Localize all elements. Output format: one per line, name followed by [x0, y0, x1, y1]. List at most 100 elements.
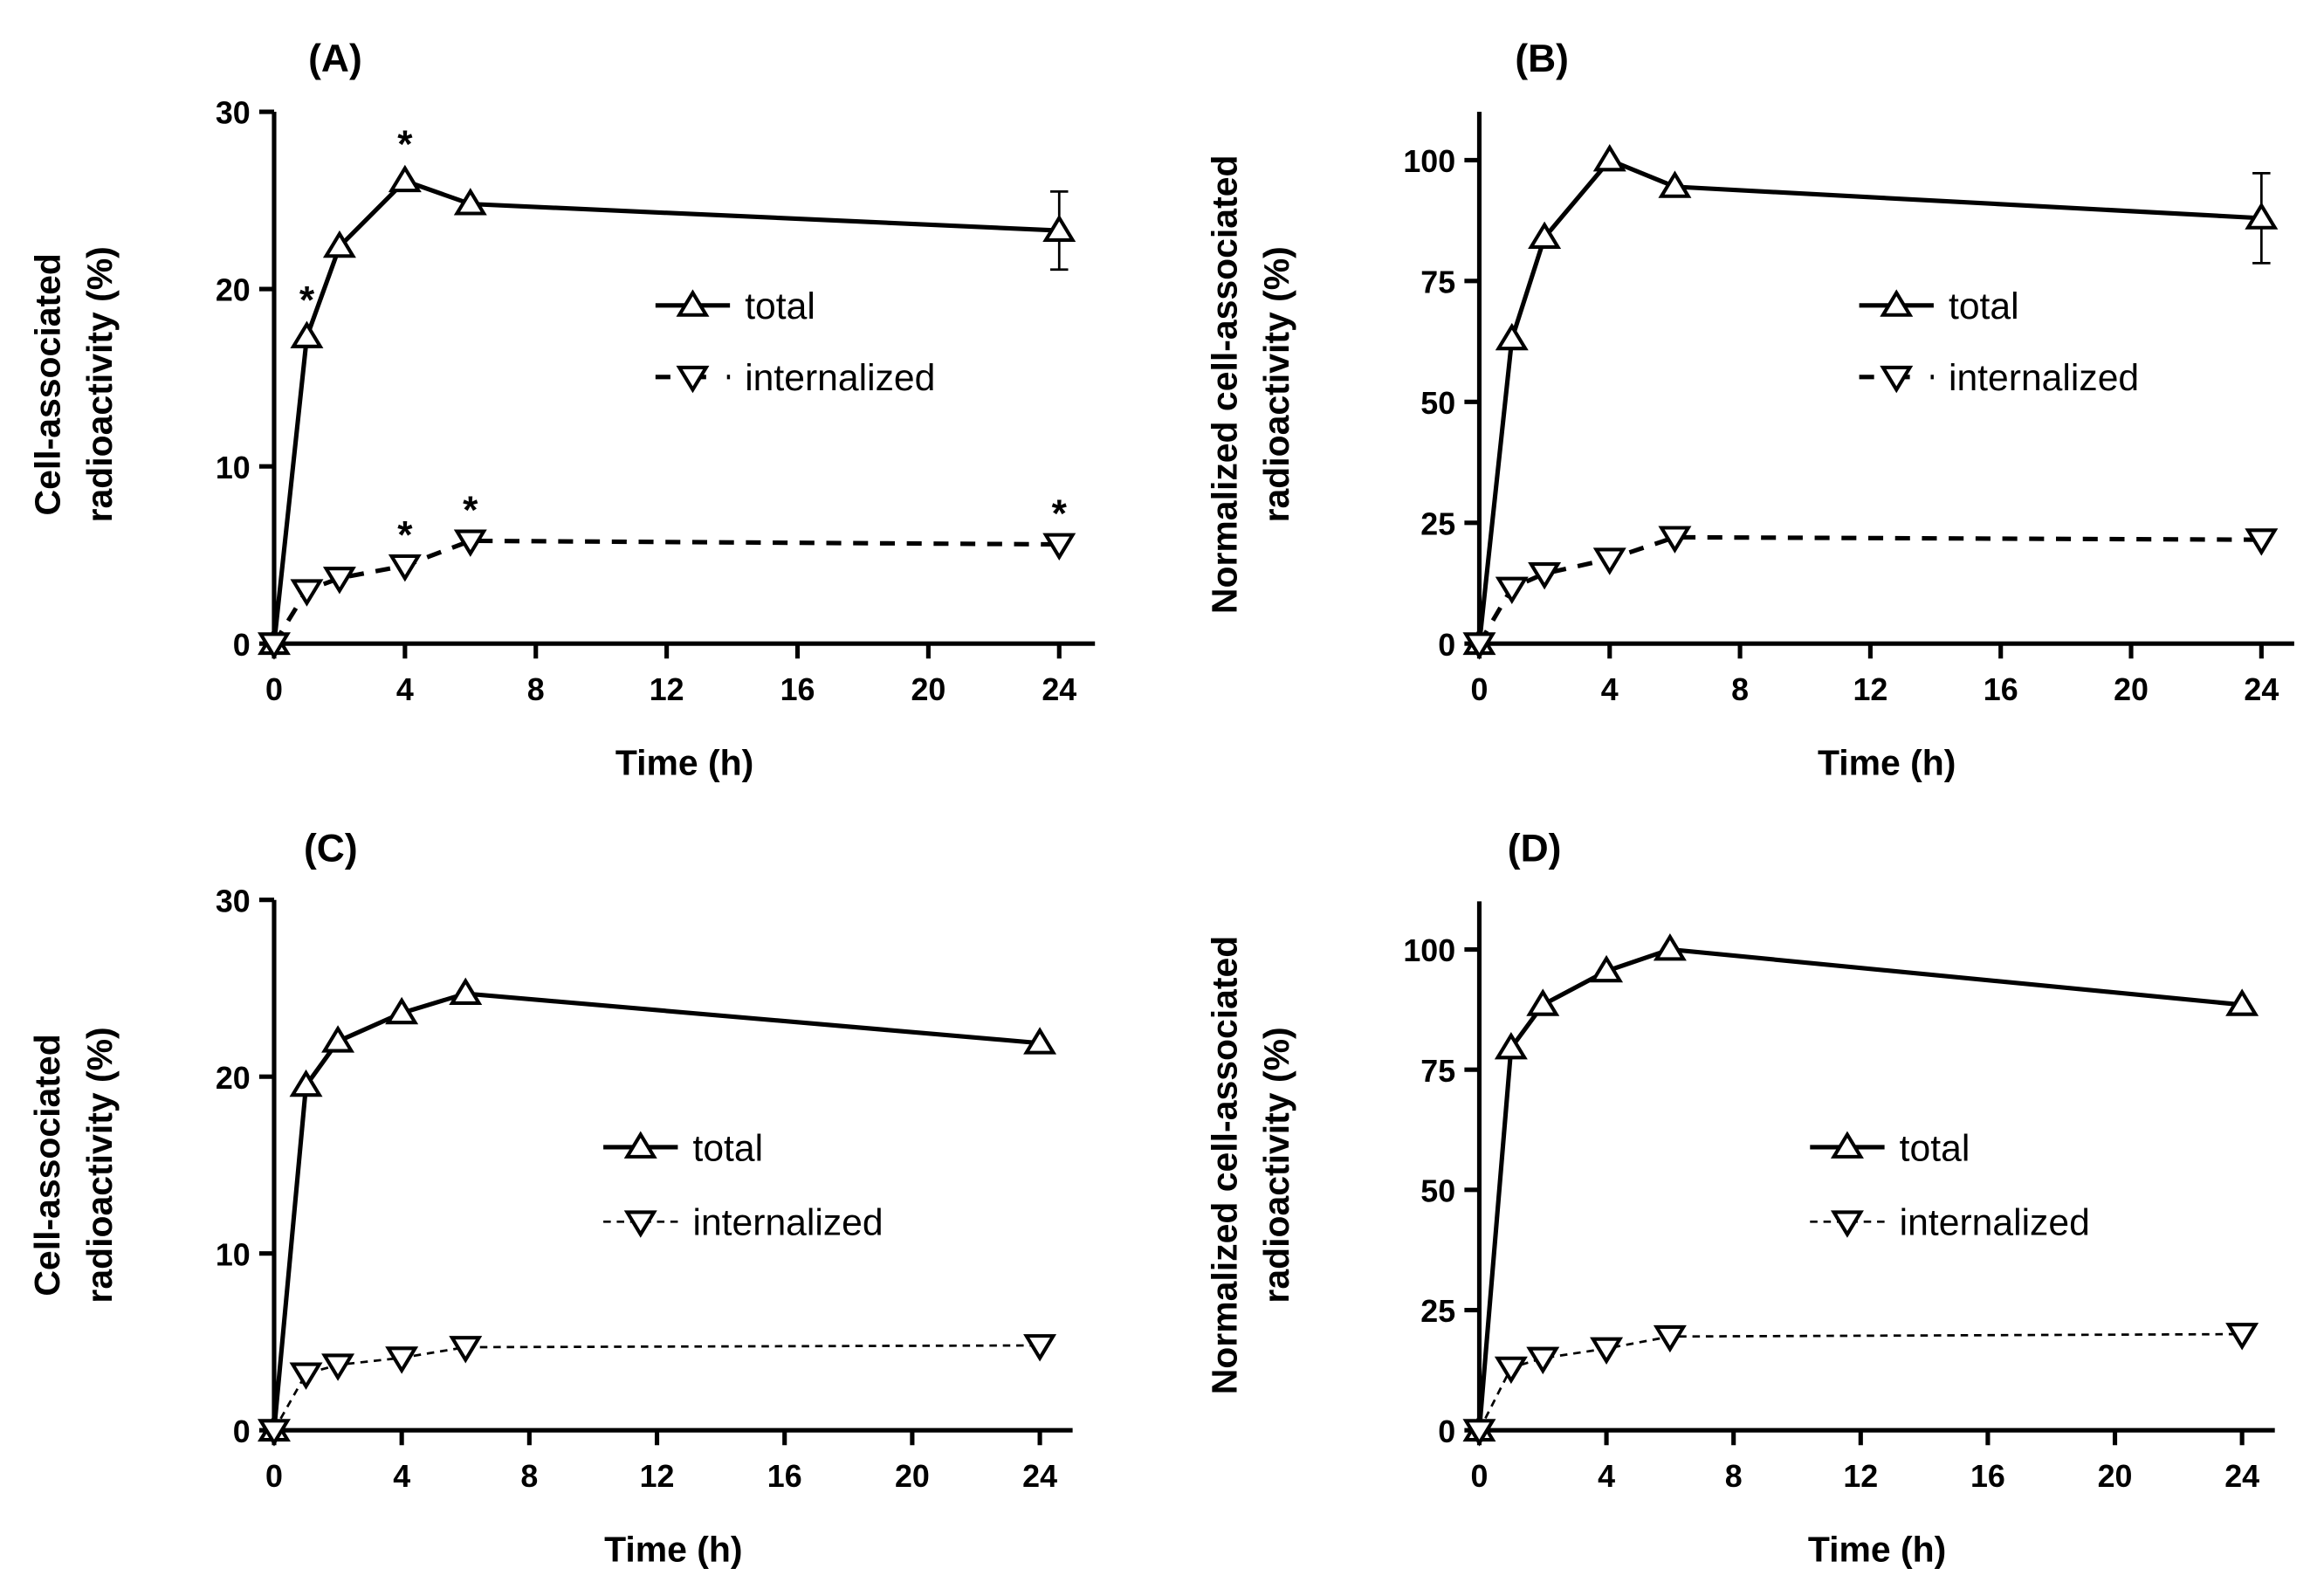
y-tick-label: 30	[216, 96, 251, 131]
series-line-total	[272, 991, 1041, 1431]
x-tick-label: 24	[2244, 672, 2279, 707]
y-tick-label: 50	[1420, 1174, 1455, 1209]
data-point-total	[289, 1069, 323, 1097]
data-point-internalized	[321, 1353, 355, 1381]
y-tick-label: 25	[1420, 1294, 1455, 1329]
x-tick-label: 4	[396, 672, 414, 707]
significance-asterisk: *	[1052, 492, 1068, 535]
significance-asterisk: *	[299, 279, 315, 322]
series-line-total	[1476, 946, 2243, 1431]
y-axis-label: radioactivity (%)	[79, 1027, 120, 1303]
data-point-total	[2245, 202, 2279, 230]
data-point-internalized	[1592, 547, 1626, 575]
data-point-total	[1528, 221, 1562, 249]
legend-marker-total	[676, 289, 710, 317]
data-point-total	[1590, 954, 1624, 983]
data-point-total	[1658, 170, 1692, 198]
x-tick-label: 24	[1042, 672, 1076, 707]
x-tick-label: 8	[527, 672, 545, 707]
y-axis-label: Normalized cell-associated	[1204, 155, 1244, 615]
data-point-total	[2225, 988, 2259, 1016]
x-tick-label: 12	[650, 672, 684, 707]
y-tick-label: 30	[216, 884, 251, 918]
series-line-total	[272, 178, 1060, 644]
y-tick-label: 10	[216, 451, 251, 485]
x-tick-label: 0	[1470, 1459, 1488, 1494]
legend-marker-internalized	[1880, 365, 1914, 394]
data-point-internalized	[289, 1362, 323, 1390]
y-axis-label: radioactivity (%)	[1256, 246, 1296, 522]
x-axis-label: Time (h)	[1818, 742, 1956, 782]
y-tick-label: 20	[216, 273, 251, 308]
legend-marker-total	[1830, 1131, 1864, 1159]
data-point-total	[1023, 1027, 1057, 1055]
legend-label: total	[692, 1127, 763, 1169]
y-tick-label: 0	[233, 1414, 251, 1449]
x-tick-label: 8	[1725, 1459, 1743, 1494]
data-point-total	[385, 996, 419, 1025]
x-tick-label: 8	[520, 1459, 538, 1494]
data-point-internalized	[388, 554, 422, 582]
x-tick-label: 16	[767, 1459, 802, 1494]
legend-marker-internalized	[623, 1210, 657, 1238]
panel-title: (B)	[1515, 38, 1569, 80]
series-line-internalized	[1477, 534, 2262, 645]
data-point-internalized	[257, 1419, 291, 1447]
data-point-total	[1592, 143, 1626, 172]
legend-marker-internalized	[1830, 1210, 1864, 1238]
data-point-internalized	[1653, 1324, 1687, 1353]
data-point-total	[1495, 322, 1529, 351]
panel-title: (C)	[304, 827, 358, 870]
data-point-internalized	[1494, 1356, 1528, 1385]
x-tick-label: 12	[1843, 1459, 1878, 1494]
data-point-total	[322, 230, 356, 258]
y-tick-label: 20	[216, 1061, 251, 1096]
legend-label: total	[745, 285, 815, 327]
x-tick-label: 24	[2224, 1459, 2259, 1494]
data-point-total	[290, 320, 324, 348]
x-tick-label: 12	[640, 1459, 675, 1494]
chart-panel-b: 0 25 50 75 100 0 4 8 12 16 20 24 (B) Time (h) Normaliz…	[1204, 38, 2294, 782]
y-tick-label: 50	[1420, 386, 1455, 421]
y-tick-label: 0	[233, 628, 251, 663]
series-line-internalized	[272, 538, 1060, 645]
data-point-total	[1526, 988, 1560, 1016]
y-tick-label: 75	[1420, 265, 1455, 300]
data-point-internalized	[385, 1346, 419, 1374]
data-point-internalized	[449, 1336, 483, 1364]
y-tick-label: 25	[1420, 506, 1455, 541]
significance-asterisk: *	[397, 123, 413, 166]
chart-panel-d: 0 25 50 75 100 0 4 8 12 16 20 24 (D) Time (h) Normaliz…	[1204, 827, 2275, 1569]
legend-label: total	[1900, 1127, 1970, 1169]
x-tick-label: 8	[1731, 672, 1749, 707]
series-line-internalized	[272, 1344, 1041, 1431]
data-point-internalized	[1023, 1334, 1057, 1362]
y-axis-label: Cell-associated	[27, 253, 67, 515]
data-point-internalized	[1658, 526, 1692, 554]
x-tick-label: 24	[1022, 1459, 1057, 1494]
y-tick-label: 10	[216, 1237, 251, 1272]
x-tick-label: 16	[780, 672, 815, 707]
legend-marker-total	[1880, 289, 1914, 317]
x-tick-label: 0	[265, 672, 283, 707]
x-tick-label: 20	[2098, 1459, 2133, 1494]
chart-panel-c: 0 10 20 30 0 4 8 12 16 20 24 (C) Time (h) Cell-associ…	[27, 827, 1073, 1569]
y-axis-label: radioactivity (%)	[79, 246, 120, 522]
data-point-total	[1494, 1031, 1528, 1060]
y-tick-label: 0	[1438, 1414, 1455, 1449]
data-point-total	[1042, 214, 1076, 243]
x-tick-label: 4	[1601, 672, 1619, 707]
x-tick-label: 12	[1853, 672, 1887, 707]
data-point-internalized	[290, 579, 324, 607]
significance-asterisk: *	[463, 489, 478, 532]
panel-title: (D)	[1508, 827, 1562, 870]
y-tick-label: 75	[1420, 1054, 1455, 1089]
x-tick-label: 0	[1470, 672, 1488, 707]
legend-label: internalized	[1900, 1202, 2090, 1244]
data-point-internalized	[257, 632, 291, 660]
legend-label: internalized	[1949, 357, 2139, 399]
legend-marker-internalized	[676, 365, 710, 394]
significance-asterisk: *	[397, 513, 413, 556]
data-point-internalized	[1495, 576, 1529, 604]
